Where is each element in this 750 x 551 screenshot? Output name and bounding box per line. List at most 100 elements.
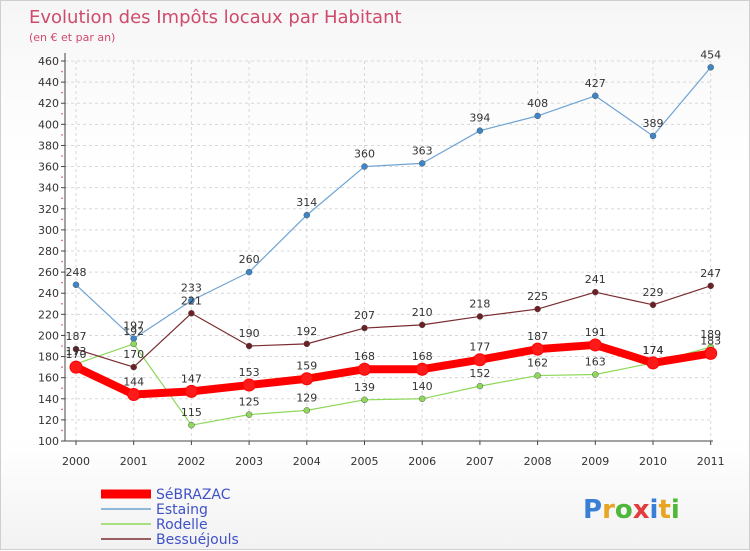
data-label: 408 <box>527 97 548 110</box>
x-tick-label: 2003 <box>235 455 263 468</box>
data-point <box>304 407 310 413</box>
y-tick-label: 240 <box>38 287 59 300</box>
y-tick-label: 360 <box>38 161 59 174</box>
y-minor-tick <box>61 113 63 115</box>
data-point <box>362 325 368 331</box>
data-label: 159 <box>296 360 317 373</box>
proxiti-logo-text: Proxiti <box>583 495 680 525</box>
y-tick-label: 400 <box>38 118 59 131</box>
y-minor-tick <box>61 240 63 242</box>
data-point <box>243 379 255 391</box>
y-tick-label: 200 <box>38 329 59 342</box>
data-point <box>477 313 483 319</box>
data-label: 190 <box>239 327 260 340</box>
data-point <box>477 128 483 134</box>
data-point <box>128 389 140 401</box>
logo-letter: i <box>650 495 659 525</box>
proxiti-logo: Proxiti <box>583 495 680 525</box>
series-line-Estaing <box>76 67 711 338</box>
data-label: 140 <box>412 380 433 393</box>
y-minor-tick <box>61 134 63 136</box>
y-minor-tick <box>61 303 63 305</box>
y-tick-label: 220 <box>38 308 59 321</box>
data-label: 125 <box>239 396 260 409</box>
data-point <box>73 282 79 288</box>
data-point <box>304 212 310 218</box>
y-tick-label: 420 <box>38 97 59 110</box>
logo-letter: x <box>633 495 650 525</box>
data-point <box>131 364 137 370</box>
y-minor-tick <box>61 219 63 221</box>
y-tick-label: 320 <box>38 203 59 216</box>
data-point <box>535 373 541 379</box>
chart-frame: Evolution des Impôts locaux par Habitant… <box>0 0 750 550</box>
data-label: 241 <box>585 273 606 286</box>
y-minor-tick <box>61 261 63 263</box>
data-point <box>131 341 137 347</box>
data-point <box>246 343 252 349</box>
data-point <box>650 133 656 139</box>
x-tick-label: 2001 <box>120 455 148 468</box>
y-minor-tick <box>61 430 63 432</box>
data-label: 454 <box>700 48 721 61</box>
logo-letter: i <box>671 495 680 525</box>
data-point <box>474 354 486 366</box>
y-minor-tick <box>61 324 63 326</box>
y-minor-tick <box>61 345 63 347</box>
y-tick-label: 120 <box>38 414 59 427</box>
y-minor-tick <box>61 282 63 284</box>
data-point <box>592 372 598 378</box>
x-tick-label: 2010 <box>639 455 667 468</box>
data-label: 363 <box>412 144 433 157</box>
data-label: 389 <box>643 117 664 130</box>
chart-title: Evolution des Impôts locaux par Habitant <box>29 7 402 28</box>
legend: SéBRAZACEstaingRodelleBessuéjouls <box>101 487 239 548</box>
data-point <box>592 93 598 99</box>
y-minor-tick <box>61 92 63 94</box>
data-point <box>188 310 194 316</box>
data-point <box>362 397 368 403</box>
data-point <box>301 373 313 385</box>
y-tick-label: 100 <box>38 435 59 448</box>
logo-letter: P <box>583 495 602 525</box>
data-label: 129 <box>296 391 317 404</box>
data-label: 192 <box>123 325 144 338</box>
data-label: 233 <box>181 282 202 295</box>
x-tick-label: 2011 <box>697 455 725 468</box>
data-labels: 248197233260314360 3633944084273894541731… <box>66 48 722 419</box>
y-tick-label: 180 <box>38 351 59 364</box>
y-minor-tick <box>61 197 63 199</box>
x-tick-label: 2006 <box>408 455 436 468</box>
data-label: 168 <box>354 350 375 363</box>
data-label: 210 <box>412 306 433 319</box>
data-label: 218 <box>469 297 490 310</box>
series-line-Rodelle <box>76 344 711 425</box>
x-tick-label: 2008 <box>524 455 552 468</box>
data-label: 152 <box>469 367 490 380</box>
y-tick-label: 380 <box>38 139 59 152</box>
data-point <box>246 269 252 275</box>
data-point <box>416 363 428 375</box>
data-label: 163 <box>585 356 606 369</box>
data-point <box>188 422 194 428</box>
data-label: 177 <box>469 341 490 354</box>
data-point <box>362 164 368 170</box>
y-minor-tick <box>61 155 63 157</box>
chart-subtitle: (en € et par an) <box>29 31 115 44</box>
data-point <box>708 64 714 70</box>
data-label: 170 <box>123 348 144 361</box>
data-label: 260 <box>239 253 260 266</box>
data-label: 191 <box>585 326 606 339</box>
data-point <box>185 385 197 397</box>
data-label: 115 <box>181 406 202 419</box>
x-tick-label: 2005 <box>351 455 379 468</box>
data-label: 229 <box>643 286 664 299</box>
y-minor-tick <box>61 409 63 411</box>
series-line-SéBRAZAC <box>76 345 711 395</box>
logo-letter: r <box>602 495 615 525</box>
data-label: 221 <box>181 294 202 307</box>
data-point <box>650 302 656 308</box>
legend-label: Rodelle <box>156 517 208 533</box>
data-point <box>705 347 717 359</box>
line-chart: Evolution des Impôts locaux par Habitant… <box>1 1 750 551</box>
